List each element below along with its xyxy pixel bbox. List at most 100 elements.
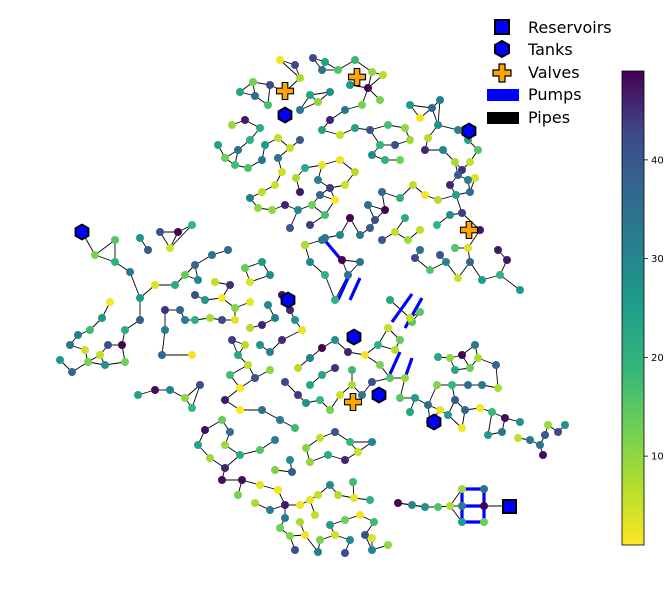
junction-node (318, 161, 326, 169)
junction-node (334, 66, 342, 74)
junction-node (466, 158, 474, 166)
junction-node (166, 386, 174, 394)
junction-node (492, 361, 500, 369)
junction-node (126, 268, 134, 276)
junction-node (309, 54, 317, 62)
junction-node (296, 188, 304, 196)
junction-node (384, 324, 392, 332)
junction-node (454, 274, 462, 282)
junction-node (302, 444, 310, 452)
blue-bar-icon (487, 89, 519, 101)
junction-node (446, 502, 454, 510)
junction-node (411, 254, 419, 262)
junction-node (371, 216, 379, 224)
junction-node (201, 426, 209, 434)
junction-node (231, 316, 239, 324)
hexagon-marker-icon (494, 39, 510, 59)
junction-node (404, 236, 412, 244)
junction-node (386, 296, 394, 304)
junction-node (274, 134, 282, 142)
junction-node (386, 374, 394, 382)
junction-node (316, 536, 324, 544)
junction-node (351, 124, 359, 132)
junction-node (276, 416, 284, 424)
junction-node (291, 546, 299, 554)
junction-node (281, 201, 289, 209)
junction-node (401, 374, 409, 382)
valve-node (275, 81, 295, 101)
junction-node (368, 546, 376, 554)
junction-node (264, 301, 272, 309)
junction-node (231, 161, 239, 169)
junction-node (331, 336, 339, 344)
junction-node (221, 464, 229, 472)
junction-node (396, 156, 404, 164)
junction-node (256, 341, 264, 349)
pipe (437, 99, 441, 126)
junction-node (258, 188, 266, 196)
junction-node (346, 536, 354, 544)
junction-node (366, 496, 374, 504)
junction-node (498, 428, 506, 436)
junction-node (376, 361, 384, 369)
colorbar-tick-label: 10 (651, 452, 664, 463)
junction-node (236, 384, 244, 392)
colorbar-tick-label: 40 (651, 155, 664, 166)
junction-node (368, 534, 376, 542)
junction-node (401, 214, 409, 222)
junction-node (356, 258, 364, 266)
junction-node (344, 348, 352, 356)
pipe-layer (59, 57, 566, 554)
junction-node (361, 351, 369, 359)
junction-node (258, 321, 266, 329)
junction-node (341, 456, 349, 464)
junction-node (206, 454, 214, 462)
junction-node (451, 244, 459, 252)
junction-node (444, 411, 452, 419)
junction-node (261, 141, 269, 149)
colorbar-gradient (621, 70, 645, 546)
junction-node (396, 336, 404, 344)
junction-node (258, 156, 266, 164)
junction-node (218, 294, 226, 302)
pump-link (403, 297, 424, 329)
junction-node (144, 246, 152, 254)
junction-node (458, 502, 466, 510)
junction-node (361, 531, 369, 539)
junction-node (434, 121, 442, 129)
junction-node (96, 351, 104, 359)
junction-node (311, 511, 319, 519)
junction-node (466, 258, 474, 266)
junction-node (421, 503, 429, 511)
junction-node (331, 364, 339, 372)
junction-node (406, 408, 414, 416)
junction-node (296, 518, 304, 526)
legend-label-tanks: Tanks (527, 40, 573, 59)
junction-node (446, 354, 454, 362)
tank-node (280, 291, 296, 309)
junction-node (314, 176, 322, 184)
junction-node (298, 326, 306, 334)
junction-node (466, 188, 474, 196)
junction-node (336, 131, 344, 139)
junction-node (121, 358, 129, 366)
junction-node (434, 503, 442, 511)
junction-node (181, 394, 189, 402)
junction-node (288, 468, 296, 476)
junction-node (452, 191, 460, 199)
junction-node (301, 531, 309, 539)
junction-node (188, 351, 196, 359)
junction-node (191, 261, 199, 269)
junction-node (478, 276, 486, 284)
junction-node (458, 424, 466, 432)
junction-node (286, 144, 294, 152)
junction-node (74, 331, 82, 339)
legend-item-pipes: Pipes (487, 108, 570, 127)
junction-node (278, 168, 286, 176)
junction-node (286, 224, 294, 232)
junction-node (331, 428, 339, 436)
junction-layer (56, 54, 569, 557)
junction-node (368, 438, 376, 446)
junction-node (151, 386, 159, 394)
